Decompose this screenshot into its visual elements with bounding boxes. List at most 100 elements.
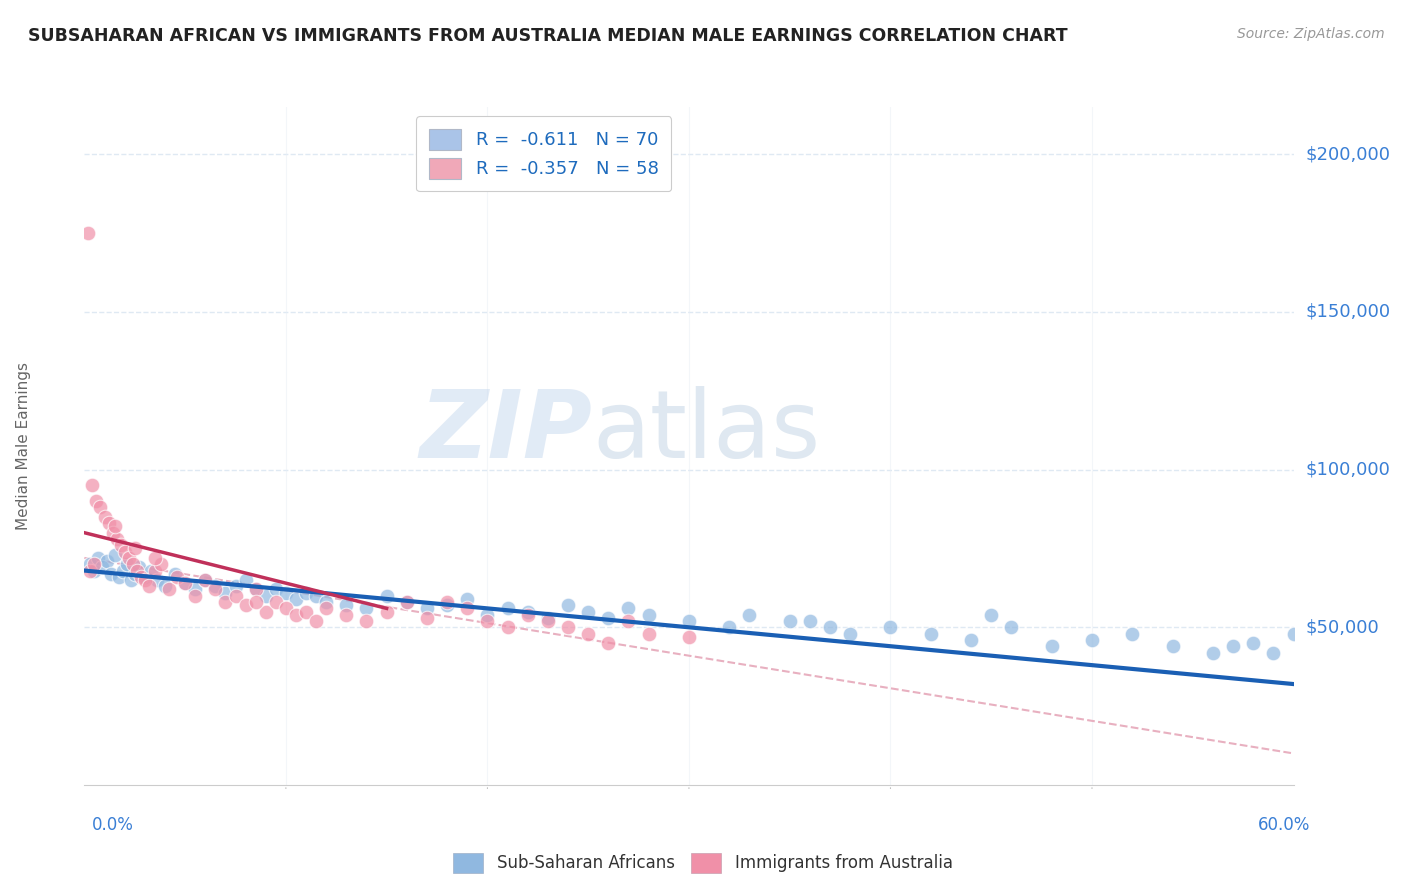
Point (356, 614, 378, 628)
Point (960, 632, 983, 647)
Point (1121, 626, 1143, 640)
Point (436, 595, 458, 609)
Point (295, 605, 318, 619)
Point (79, 558, 101, 572)
Point (134, 573, 156, 587)
Point (194, 573, 217, 587)
Point (104, 548, 127, 562)
Point (456, 591, 478, 606)
Point (1222, 639, 1244, 653)
Point (496, 620, 519, 634)
Point (295, 585, 318, 599)
Point (254, 605, 277, 619)
Point (1081, 632, 1104, 647)
Text: ZIP: ZIP (419, 386, 592, 478)
Point (920, 626, 942, 640)
Point (637, 607, 659, 622)
Point (436, 599, 458, 613)
Point (174, 576, 197, 591)
Point (93, 510, 115, 524)
Legend: R =  -0.611   N = 70, R =  -0.357   N = 58: R = -0.611 N = 70, R = -0.357 N = 58 (416, 116, 672, 191)
Point (496, 601, 519, 615)
Point (153, 579, 176, 593)
Point (477, 607, 499, 622)
Point (157, 582, 180, 597)
Point (101, 525, 124, 540)
Point (537, 611, 560, 625)
Text: Source: ZipAtlas.com: Source: ZipAtlas.com (1237, 27, 1385, 41)
Point (128, 560, 150, 574)
Point (104, 519, 127, 533)
Point (274, 601, 297, 615)
Point (264, 595, 287, 609)
Point (617, 601, 640, 615)
Point (245, 595, 267, 609)
Point (134, 570, 156, 584)
Point (115, 558, 138, 572)
Point (245, 582, 267, 597)
Point (91, 560, 114, 574)
Point (477, 614, 499, 628)
Point (114, 544, 136, 558)
Point (1241, 636, 1264, 650)
Point (738, 607, 761, 622)
Point (83, 564, 105, 578)
Point (1161, 639, 1184, 653)
Point (315, 601, 337, 615)
Text: atlas: atlas (592, 386, 821, 478)
Point (82, 478, 104, 492)
Point (245, 582, 267, 597)
Point (395, 595, 418, 609)
Point (678, 614, 700, 628)
Point (120, 573, 142, 587)
Point (174, 576, 197, 591)
Point (184, 582, 207, 597)
Point (110, 538, 132, 552)
Point (124, 566, 146, 581)
Point (124, 541, 146, 556)
Point (89, 500, 111, 515)
Point (77, 226, 100, 240)
Point (225, 589, 247, 603)
Point (416, 611, 439, 625)
Point (1202, 646, 1225, 660)
Point (97, 516, 120, 531)
Point (375, 589, 398, 603)
Point (214, 595, 236, 609)
Point (125, 564, 148, 578)
Point (779, 614, 801, 628)
Point (139, 564, 162, 578)
Point (1263, 646, 1285, 660)
Point (86, 494, 108, 508)
Point (315, 595, 337, 609)
Point (356, 601, 378, 615)
Point (184, 589, 207, 603)
Point (79, 564, 101, 578)
Point (1040, 639, 1063, 653)
Text: 60.0%: 60.0% (1258, 816, 1310, 834)
Point (305, 589, 328, 603)
Legend: Sub-Saharan Africans, Immigrants from Australia: Sub-Saharan Africans, Immigrants from Au… (447, 847, 959, 880)
Point (254, 589, 277, 603)
Point (1282, 626, 1305, 640)
Point (718, 620, 741, 634)
Text: $100,000: $100,000 (1306, 460, 1391, 479)
Point (87, 550, 110, 565)
Point (335, 599, 357, 613)
Text: $200,000: $200,000 (1306, 145, 1391, 163)
Point (121, 558, 143, 572)
Point (204, 579, 226, 593)
Point (146, 573, 169, 587)
Point (576, 605, 599, 619)
Text: $50,000: $50,000 (1306, 618, 1379, 636)
Point (214, 585, 236, 599)
Point (105, 532, 128, 546)
Point (305, 614, 328, 628)
Point (225, 579, 247, 593)
Point (166, 570, 188, 584)
Point (516, 607, 538, 622)
Point (107, 570, 129, 584)
Text: 0.0%: 0.0% (91, 816, 134, 834)
Point (111, 564, 134, 578)
Point (839, 626, 862, 640)
